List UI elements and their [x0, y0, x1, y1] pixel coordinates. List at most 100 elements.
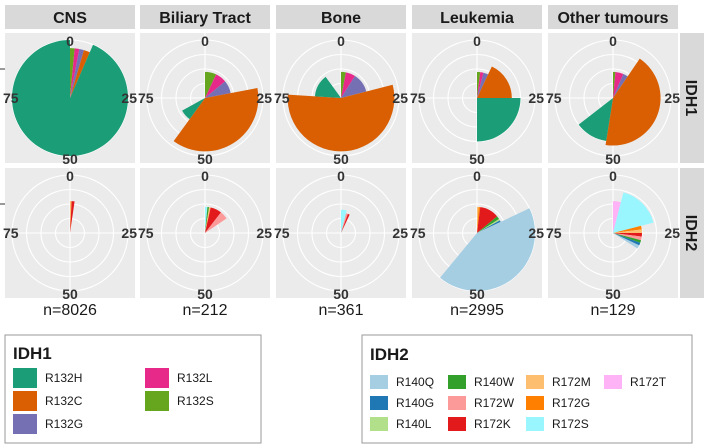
slice-idh2-other-tumours-r172t: [613, 201, 621, 233]
radial-tick-label: 50: [62, 151, 78, 167]
strip-label-cns: CNS: [53, 10, 87, 27]
radial-tick-label: 0: [201, 168, 209, 184]
slice-idh2-cns-r172k: [70, 201, 75, 233]
slice-idh1-bone-r132g: [341, 75, 367, 98]
legend-label-r132g: R132G: [45, 417, 83, 431]
slice-idh1-other-tumours-r132s: [613, 71, 616, 98]
slice-idh2-leukemia-r172g: [477, 206, 481, 233]
slice-idh2-bone-r172k: [341, 213, 350, 233]
radial-tick-label: 75: [3, 90, 19, 106]
legend-key-r172k: [448, 417, 466, 431]
legend-label-r172g: R172G: [552, 396, 590, 410]
legend-title: IDH1: [13, 344, 52, 363]
panel-idh1-bone: 0 25 50 75: [274, 33, 408, 167]
slice-idh1-bone-r132c: [287, 84, 395, 152]
radial-tick-label: 0: [201, 33, 209, 49]
legend-label-r140q: R140Q: [396, 375, 434, 389]
legend-key-r172t: [604, 375, 622, 389]
slice-idh1-leukemia-r132s: [477, 71, 481, 98]
legend-key-r140q: [370, 375, 388, 389]
slice-idh2-biliary-tract-r172m: [205, 207, 211, 233]
slice-idh2-biliary-tract-r172k: [205, 207, 221, 233]
radial-tick-label: 75: [546, 90, 562, 106]
radial-tick-label: 25: [256, 90, 272, 106]
strip-idh2: [680, 168, 704, 298]
slice-idh1-leukemia-r132l: [477, 72, 484, 98]
slice-idh1-cns-r132g: [70, 49, 84, 98]
sample-size-label: n=2995: [450, 302, 504, 319]
slice-idh1-biliary-tract-r132g: [205, 81, 231, 98]
radial-tick-label: 25: [121, 90, 137, 106]
radial-tick-label: 0: [473, 168, 481, 184]
slice-idh1-cns-r132l: [70, 48, 80, 98]
legend-title: IDH2: [370, 345, 409, 364]
legend-label-r132s: R132S: [177, 394, 214, 408]
strip-idh1: [680, 33, 704, 163]
radial-tick-label: 50: [333, 151, 349, 167]
legend-key-r140g: [370, 396, 388, 410]
legend-box: [4, 334, 262, 444]
panel-idh2-leukemia: 0 25 50 75: [410, 168, 544, 302]
panel-idh1-biliary-tract: 0 25 50 75: [138, 33, 272, 167]
sample-size-label: n=129: [591, 302, 636, 319]
legend-label-r172t: R172T: [630, 375, 667, 389]
slice-idh2-bone-r172s: [341, 209, 347, 233]
slice-idh2-other-tumours-r172s: [613, 192, 654, 233]
radial-tick-label: 25: [392, 90, 408, 106]
slice-idh1-bone-r132s: [341, 71, 346, 98]
strip-label-biliary-tract: Biliary Tract: [159, 10, 251, 27]
radial-tick-label: 25: [664, 90, 680, 106]
legend-label-r132h: R132H: [45, 371, 82, 385]
radial-tick-label: 50: [197, 286, 213, 302]
radial-tick-label: 0: [66, 168, 74, 184]
slice-idh2-biliary-tract-r140w: [205, 207, 210, 233]
slice-idh2-bone-r172w: [341, 213, 348, 233]
legend-label-r172k: R172K: [474, 417, 511, 431]
legend-idh1: IDH1 R132H R132C R132G R132L R132S: [4, 334, 262, 444]
strip-cns: [5, 5, 135, 29]
slice-idh2-other-tumours-r140w: [613, 233, 642, 243]
legend-label-r172s: R172S: [552, 417, 589, 431]
slice-idh2-other-tumours-r172k: [613, 233, 642, 237]
slice-idh2-biliary-tract-r172s: [205, 206, 208, 233]
slice-idh1-biliary-tract-r132s: [205, 71, 217, 98]
slice-idh2-leukemia-r172k: [477, 207, 498, 233]
strip-other-tumours: [548, 5, 678, 29]
legend-key-r132g: [13, 414, 37, 434]
slice-idh1-cns-r132c: [70, 50, 90, 98]
slice-idh2-other-tumours-r140g: [613, 233, 641, 246]
legend-key-r172m: [526, 375, 544, 389]
slice-idh1-biliary-tract-r132l: [205, 74, 226, 98]
radial-tick-label: 25: [528, 225, 544, 241]
strip-label-idh1: IDH1: [682, 80, 699, 117]
radial-tick-label: 0: [66, 33, 74, 49]
radial-tick-label: 0: [473, 33, 481, 49]
legend-key-r172w: [448, 396, 466, 410]
legend-label-r140l: R140L: [396, 417, 432, 431]
strip-biliary-tract: [140, 5, 270, 29]
legend-label-r172w: R172W: [474, 396, 515, 410]
legend-label-r132l: R132L: [177, 371, 213, 385]
slice-idh1-leukemia-r132g: [477, 72, 489, 98]
radial-tick-label: 50: [469, 286, 485, 302]
radial-tick-label: 50: [333, 286, 349, 302]
strip-leukemia: [412, 5, 542, 29]
sample-size-label: n=8026: [43, 302, 97, 319]
panel-idh2-other-tumours: 0 25 50 75: [546, 168, 680, 302]
radial-tick-label: 50: [605, 151, 621, 167]
slice-idh2-leukemia-r140q: [440, 208, 536, 292]
radial-tick-label: 25: [392, 225, 408, 241]
radial-tick-label: 50: [62, 286, 78, 302]
radial-tick-label: 25: [664, 225, 680, 241]
slice-idh2-cns-r172m: [70, 201, 72, 233]
slice-idh2-other-tumours-r172g: [613, 225, 642, 233]
slice-idh2-leukemia-r140l: [477, 219, 500, 233]
legend-key-r132c: [13, 391, 37, 411]
slice-idh1-bone-r132h: [314, 76, 341, 98]
slice-idh2-biliary-tract-r172w: [205, 212, 227, 233]
radial-tick-label: 75: [274, 90, 290, 106]
strip-label-leukemia: Leukemia: [440, 10, 514, 27]
slice-idh2-leukemia-r172m: [477, 206, 479, 233]
radial-tick-label: 50: [469, 151, 485, 167]
